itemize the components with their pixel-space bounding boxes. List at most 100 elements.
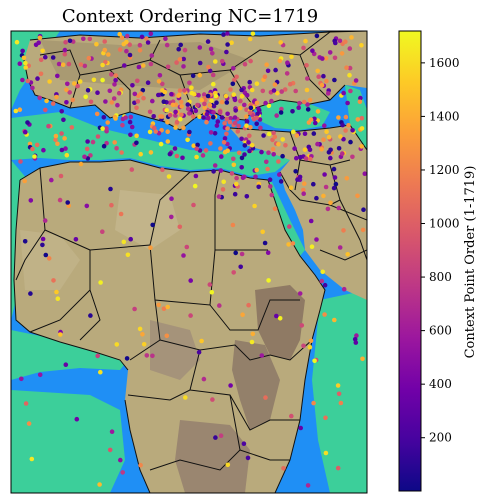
context-point	[211, 114, 216, 120]
context-point	[176, 46, 181, 52]
context-point	[120, 122, 125, 128]
context-point	[85, 139, 90, 144]
context-point	[204, 111, 210, 117]
context-point	[214, 123, 220, 128]
context-point	[298, 154, 303, 160]
context-point	[277, 58, 283, 64]
context-point	[123, 115, 128, 120]
colorbar-bar	[399, 31, 421, 491]
context-point	[219, 154, 224, 159]
context-point	[132, 306, 137, 312]
context-point	[231, 92, 237, 97]
context-point	[169, 196, 174, 201]
context-point	[40, 236, 46, 242]
context-point	[241, 441, 247, 447]
colorbar-tick-label: 200	[429, 431, 452, 445]
context-point	[362, 171, 367, 176]
context-point	[279, 89, 285, 94]
context-point	[187, 111, 192, 116]
context-point	[293, 88, 299, 94]
context-point	[227, 119, 233, 125]
context-point	[311, 181, 316, 187]
context-point	[305, 76, 310, 81]
context-point	[278, 110, 284, 115]
context-point	[262, 240, 268, 246]
context-point	[30, 85, 35, 91]
context-point	[247, 36, 253, 42]
context-point	[147, 109, 153, 115]
context-point	[94, 111, 100, 117]
context-point	[263, 100, 268, 106]
context-point	[144, 36, 149, 41]
context-point	[305, 107, 311, 112]
context-point	[43, 54, 48, 60]
context-point	[323, 415, 328, 421]
context-point	[301, 45, 306, 51]
context-point	[205, 93, 211, 99]
context-point	[331, 185, 337, 191]
context-point	[199, 97, 204, 103]
context-point	[271, 152, 277, 157]
context-point	[103, 99, 108, 104]
context-point	[128, 114, 134, 120]
context-point	[333, 181, 339, 187]
context-point	[37, 35, 43, 41]
context-point	[259, 149, 264, 155]
context-point	[136, 64, 142, 70]
context-point	[222, 121, 227, 126]
context-point	[202, 101, 207, 107]
context-point	[58, 173, 64, 179]
context-point	[244, 114, 249, 119]
context-point	[173, 125, 178, 130]
context-point	[217, 110, 223, 115]
context-point	[336, 391, 342, 397]
context-point	[164, 108, 169, 113]
context-point	[109, 72, 114, 77]
context-point	[91, 77, 97, 83]
context-point	[353, 78, 359, 83]
context-point	[307, 344, 313, 350]
context-point	[320, 269, 326, 275]
context-point	[55, 296, 61, 302]
context-point	[98, 369, 103, 375]
map-frame	[10, 30, 368, 494]
map-title: Context Ordering NC=1719	[61, 6, 319, 27]
context-point	[169, 91, 174, 97]
context-point	[46, 123, 51, 129]
context-point	[113, 73, 119, 78]
context-point	[106, 52, 111, 57]
context-point	[225, 126, 230, 131]
context-point	[206, 64, 211, 70]
context-point	[148, 61, 154, 67]
context-point	[297, 291, 303, 296]
context-point	[166, 174, 172, 179]
context-point	[132, 91, 138, 97]
context-point	[115, 102, 120, 108]
context-point	[204, 119, 209, 125]
context-point	[103, 59, 108, 65]
context-point	[167, 112, 173, 118]
context-point	[290, 241, 296, 246]
context-point	[84, 203, 90, 209]
context-point	[283, 143, 288, 148]
context-point	[40, 48, 45, 54]
context-point	[165, 139, 171, 144]
context-points	[13, 31, 367, 488]
context-point	[122, 63, 127, 68]
context-point	[242, 61, 248, 67]
context-point	[183, 395, 188, 400]
context-point	[54, 289, 59, 295]
context-point	[134, 105, 139, 111]
context-point	[60, 62, 66, 67]
context-point	[341, 136, 346, 142]
context-point	[344, 176, 350, 181]
context-point	[207, 282, 213, 287]
context-point	[85, 88, 91, 93]
context-point	[67, 38, 73, 44]
context-point	[185, 137, 190, 143]
context-point	[100, 77, 105, 83]
context-point	[230, 81, 236, 87]
context-point	[17, 61, 23, 66]
context-point	[322, 282, 328, 288]
context-point	[310, 48, 315, 53]
